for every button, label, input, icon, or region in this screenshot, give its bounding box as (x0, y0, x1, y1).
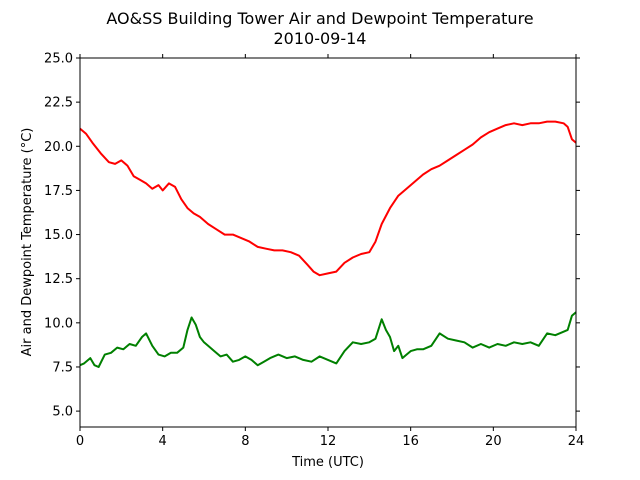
x-tick-label: 0 (76, 434, 84, 449)
y-tick-label: 20.0 (44, 140, 73, 155)
chart-title: AO&SS Building Tower Air and Dewpoint Te… (106, 9, 533, 28)
x-axis-ticks: 0 4 8 12 16 20 24 (76, 54, 584, 449)
plot-frame (79, 57, 577, 428)
x-tick-label: 4 (159, 434, 167, 449)
y-tick-label: 15.0 (44, 228, 73, 243)
y-tick-label: 12.5 (44, 272, 73, 287)
y-tick-label: 22.5 (44, 96, 73, 111)
y-tick-label: 25.0 (44, 52, 73, 67)
plot-lines (79, 120, 577, 368)
x-tick-label: 16 (402, 434, 419, 449)
y-tick-label: 5.0 (52, 405, 73, 420)
x-tick-label: 8 (241, 434, 249, 449)
y-axis-ticks: 5.0 7.5 10.0 12.5 15.0 17.5 20.0 22.5 25.0 (44, 52, 580, 420)
x-tick-label: 12 (320, 434, 337, 449)
series-line-1 (79, 120, 577, 277)
chart-subtitle: 2010-09-14 (274, 29, 367, 48)
y-tick-label: 7.5 (52, 360, 73, 375)
x-axis-label: Time (UTC) (291, 455, 364, 470)
x-tick-label: 20 (485, 434, 502, 449)
y-axis-label: Air and Dewpoint Temperature (°C) (20, 128, 35, 357)
x-tick-label: 24 (568, 434, 585, 449)
series-line-2 (79, 311, 577, 368)
y-tick-label: 10.0 (44, 316, 73, 331)
y-tick-label: 17.5 (44, 184, 73, 199)
